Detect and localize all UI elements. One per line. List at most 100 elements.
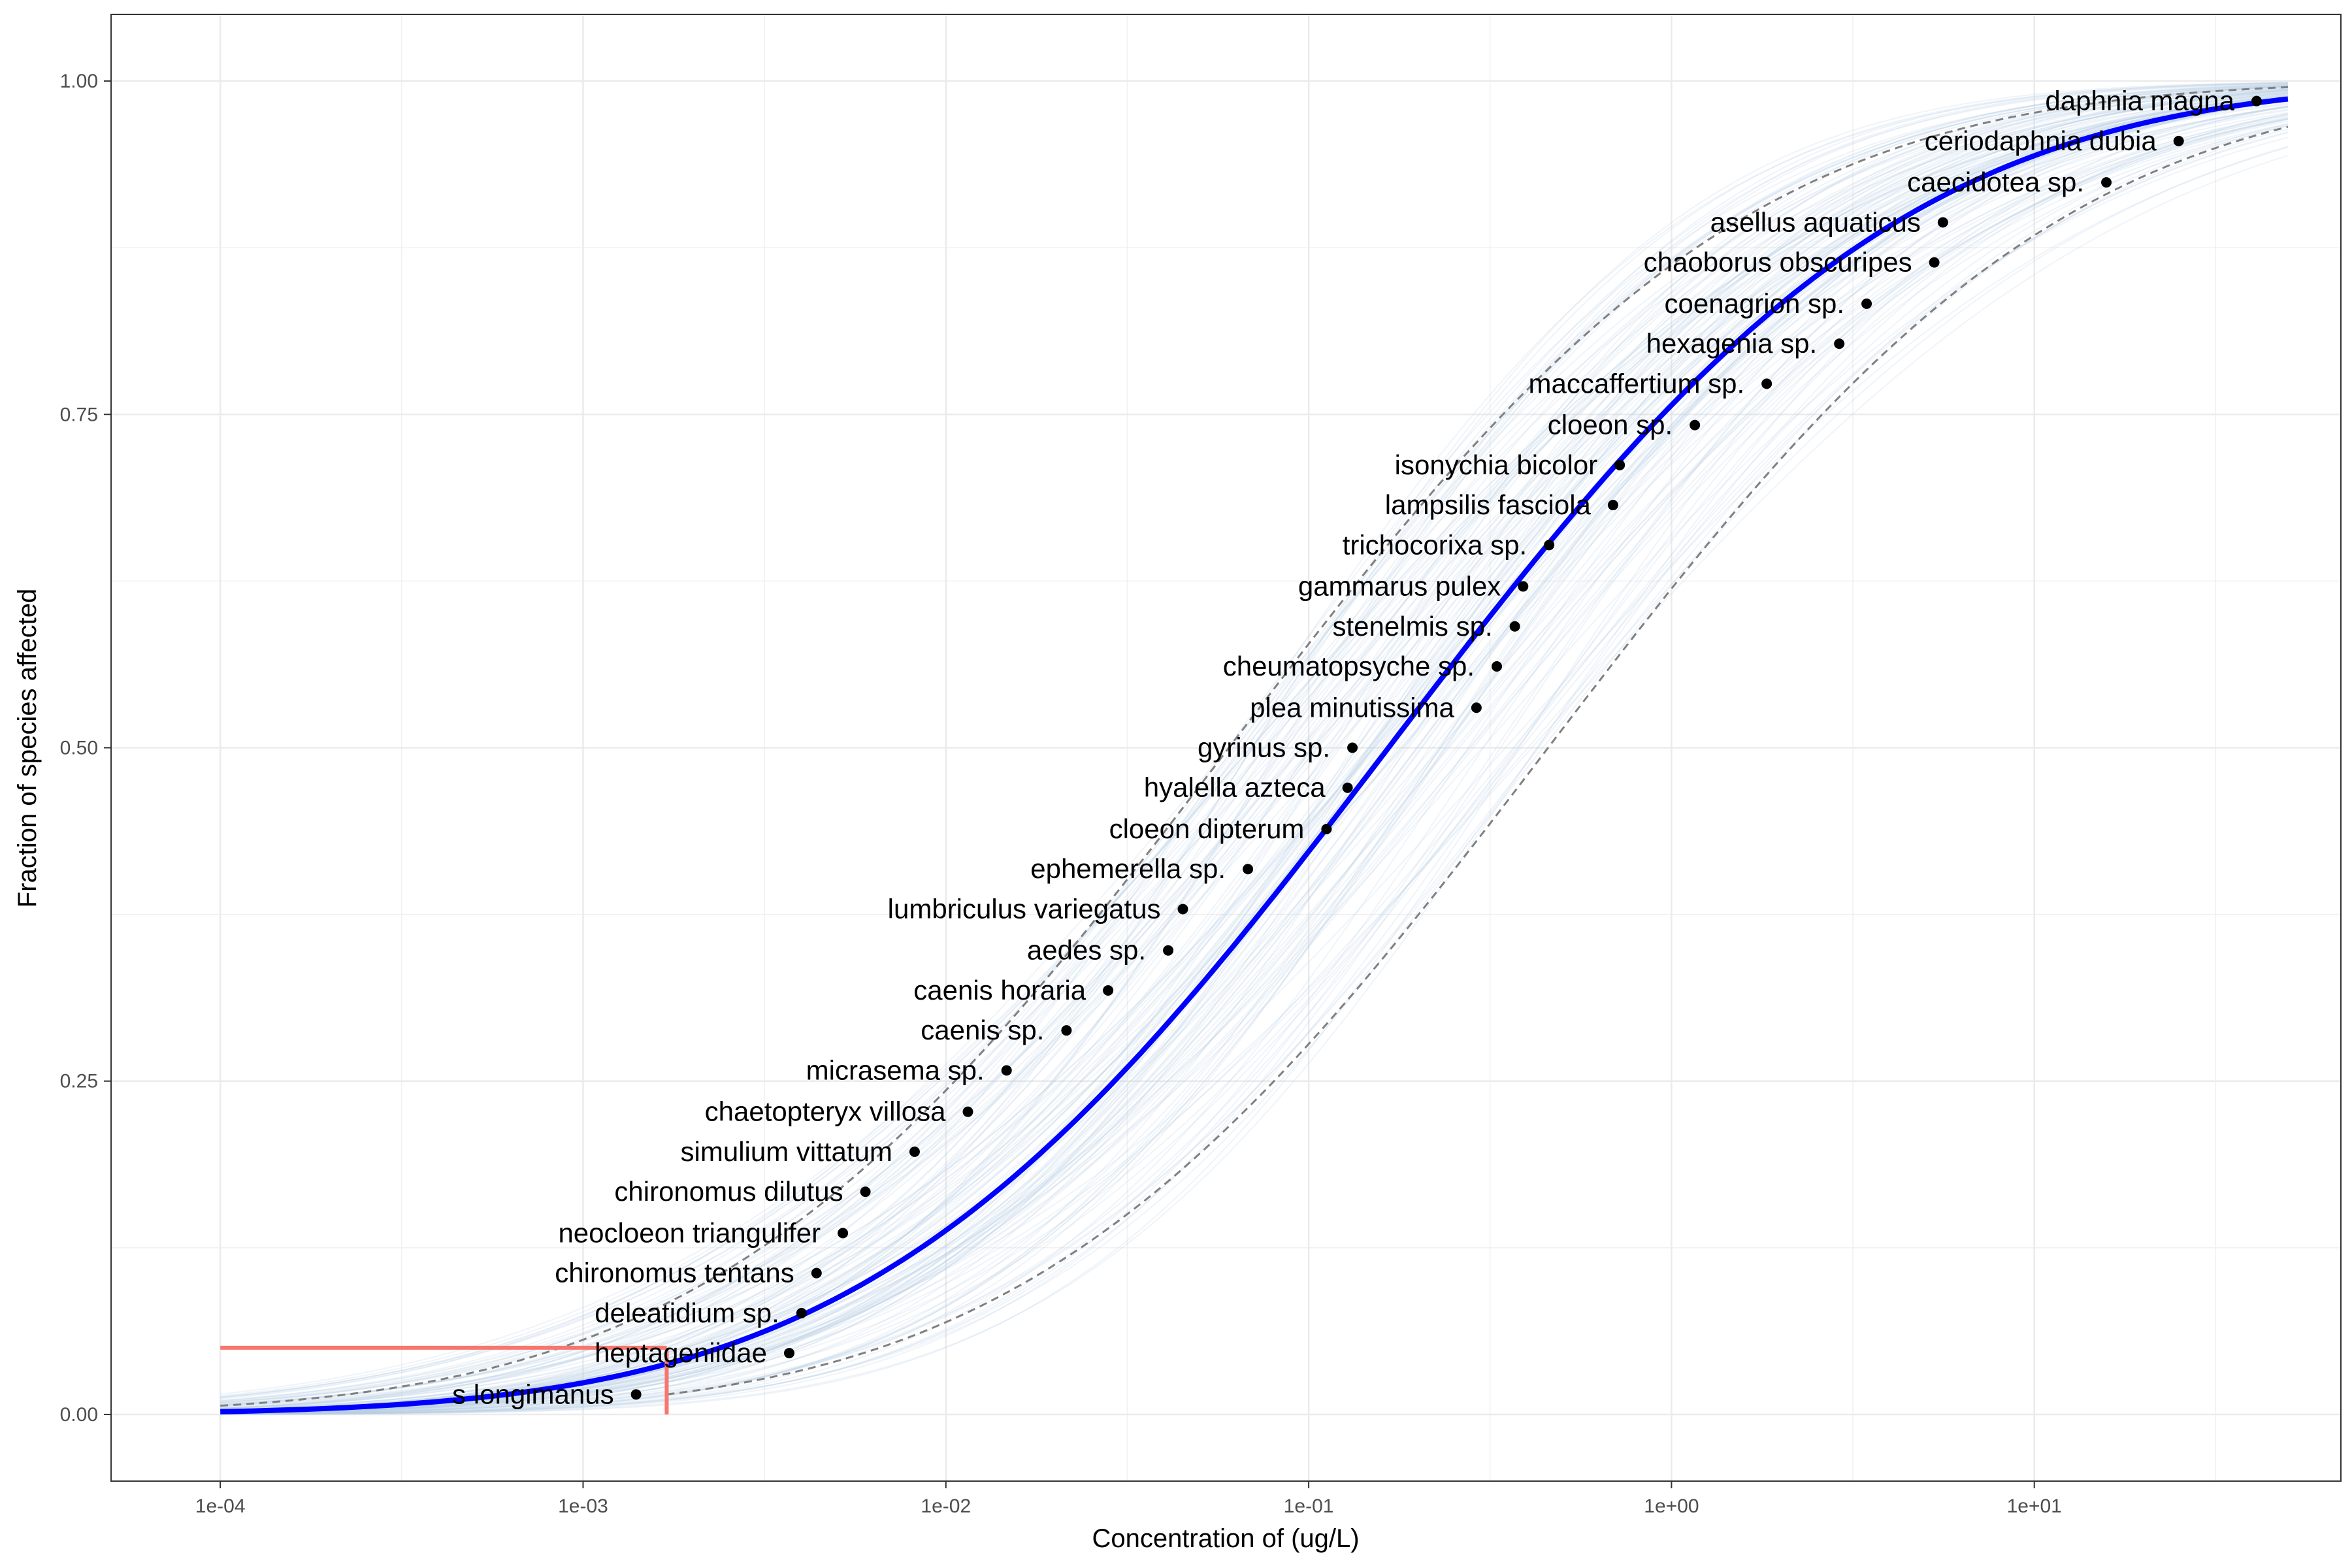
bootstrap-curve (220, 82, 2288, 1414)
bootstrap-curve (220, 101, 2289, 1395)
bootstrap-curve (220, 84, 2288, 1413)
bootstrap-curve (220, 106, 2289, 1401)
bootstrap-curve (220, 105, 2289, 1415)
bootstrap-curve (220, 82, 2288, 1414)
y-axis: 0.00 0.25 0.50 0.75 1.00 (60, 71, 111, 1426)
bootstrap-curve (220, 100, 2289, 1413)
bootstrap-curve (220, 132, 2289, 1413)
data-point (1243, 864, 1254, 875)
data-point (1342, 782, 1353, 793)
species-label: cheumatopsyche sp. (1223, 651, 1475, 681)
bootstrap-curve (220, 90, 2288, 1409)
bootstrap-curve (220, 89, 2288, 1413)
bootstrap-curve (220, 86, 2288, 1415)
data-point (1001, 1065, 1012, 1076)
bootstrap-curve (220, 84, 2288, 1409)
data-point (838, 1228, 849, 1239)
species-label: ceriodaphnia dubia (1925, 125, 2157, 156)
species-label: lumbriculus variegatus (888, 893, 1161, 924)
bootstrap-curve (220, 84, 2288, 1415)
data-point (909, 1146, 920, 1157)
bootstrap-curve (220, 100, 2289, 1412)
data-point (1492, 661, 1503, 672)
bootstrap-curve (220, 84, 2288, 1413)
bootstrap-curve (220, 82, 2288, 1413)
species-label: heptageniidae (595, 1337, 767, 1368)
bootstrap-curve (220, 90, 2288, 1414)
bootstrap-curve (220, 137, 2289, 1411)
bootstrap-curve (220, 94, 2289, 1414)
bootstrap-curve (220, 83, 2288, 1414)
data-point (1061, 1025, 1072, 1036)
bootstrap-curve (220, 97, 2288, 1398)
bootstrap-curve (220, 88, 2288, 1411)
bootstrap-curve (220, 86, 2288, 1415)
data-point (1518, 581, 1529, 592)
bootstrap-curve (220, 98, 2289, 1414)
species-label: chironomus dilutus (614, 1176, 843, 1207)
x-tick-label: 1e-01 (1284, 1495, 1334, 1517)
bootstrap-curve (220, 90, 2288, 1414)
fitted-curve (220, 96, 2289, 1414)
bootstrap-curve (220, 99, 2289, 1415)
data-point (1834, 338, 1845, 350)
species-label: caenis sp. (921, 1015, 1044, 1045)
data-point (630, 1389, 642, 1400)
bootstrap-curve (220, 96, 2289, 1413)
bootstrap-curve (220, 82, 2288, 1414)
x-tick-label: 1e-02 (921, 1495, 971, 1517)
species-label: hexagenia sp. (1646, 328, 1818, 359)
bootstrap-curve (220, 90, 2288, 1415)
bootstrap-curve (220, 99, 2289, 1399)
species-label: gammarus pulex (1298, 571, 1501, 602)
bootstrap-curve (220, 97, 2288, 1398)
bootstrap-curve (220, 128, 2289, 1414)
species-label: isonychia bicolor (1395, 449, 1598, 480)
bootstrap-curve (220, 93, 2289, 1415)
bootstrap-curve (220, 103, 2289, 1398)
x-tick-label: 1e-04 (195, 1495, 246, 1517)
data-point (1690, 419, 1701, 431)
bootstrap-curve (220, 113, 2289, 1414)
y-tick-label: 0.75 (60, 404, 98, 425)
bootstrap-curve (220, 93, 2289, 1415)
species-label: micrasema sp. (806, 1054, 985, 1085)
species-label: stenelmis sp. (1333, 611, 1493, 642)
species-label: caenis horaria (913, 975, 1086, 1005)
bootstrap-curve (220, 100, 2289, 1404)
data-point (1544, 540, 1555, 551)
bootstrap-curve (220, 85, 2288, 1409)
bootstrap-curve (220, 85, 2288, 1410)
bootstrap-curve (220, 118, 2289, 1413)
bootstrap-curve (220, 145, 2289, 1413)
bootstrap-curve (220, 124, 2289, 1410)
hazard-concentration-lines (220, 1345, 669, 1414)
bootstrap-curve (220, 88, 2288, 1414)
species-label: ephemerella sp. (1030, 853, 1226, 884)
bootstrap-curve (220, 86, 2288, 1413)
data-point (1321, 823, 1332, 834)
bootstrap-curve (220, 96, 2289, 1413)
bootstrap-curve (220, 98, 2289, 1414)
bootstrap-curve (220, 85, 2288, 1414)
bootstrap-curve (220, 91, 2288, 1413)
data-point (796, 1307, 807, 1318)
bootstrap-curve (220, 118, 2289, 1405)
bootstrap-curve (220, 99, 2289, 1406)
bootstrap-curve (220, 92, 2288, 1413)
species-label: simulium vittatum (681, 1136, 892, 1167)
species-label: aedes sp. (1027, 935, 1146, 966)
bootstrap-curve (220, 123, 2289, 1414)
bootstrap-curve (220, 100, 2289, 1406)
bootstrap-curve (220, 96, 2289, 1414)
species-label: neocloeon triangulifer (558, 1217, 821, 1248)
bootstrap-curve (220, 91, 2288, 1411)
bootstrap-curve (220, 88, 2288, 1413)
bootstrap-curve (220, 131, 2289, 1414)
bootstrap-curve (220, 87, 2288, 1410)
bootstrap-curve (220, 86, 2288, 1415)
species-label: caecidotea sp. (1907, 167, 2084, 197)
bootstrap-curve (220, 91, 2288, 1415)
species-label: s longimanus (452, 1379, 613, 1409)
